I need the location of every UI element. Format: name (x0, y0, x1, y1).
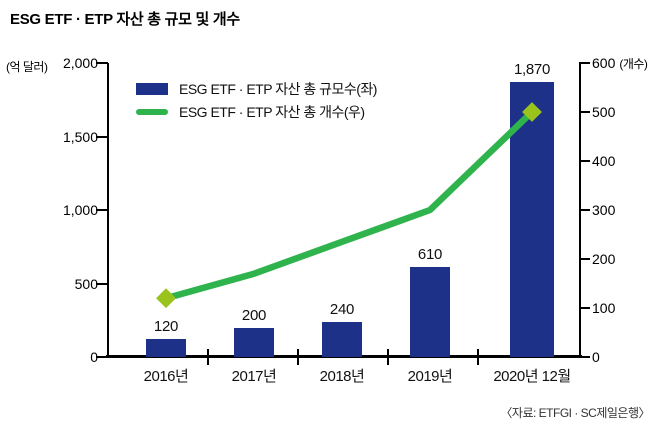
right-axis-tick-mark (579, 356, 590, 358)
left-axis-tick-mark (96, 209, 108, 211)
bar-2019년 (410, 267, 450, 357)
x-axis-category-label: 2017년 (231, 368, 277, 385)
line-series (156, 102, 542, 309)
left-axis-unit-label: (억 달러) (6, 60, 48, 74)
x-axis-tick-mark (297, 349, 299, 365)
legend-label-line-series: ESG ETF · ETP 자산 총 개수(우) (179, 103, 365, 120)
bar-2017년 (234, 327, 274, 357)
x-axis-tick-mark (387, 349, 389, 365)
right-axis-tick-label: 300 (592, 202, 616, 218)
x-axis-category-label: 2018년 (319, 368, 365, 385)
right-axis-tick-label: 200 (592, 251, 616, 267)
x-axis-tick-mark (477, 349, 479, 365)
legend-item-bar-series: ESG ETF · ETP 자산 총 규모수(좌) (136, 77, 377, 100)
left-axis-tick-mark (96, 356, 108, 358)
left-axis-line (107, 63, 109, 357)
right-axis-tick-label: 0 (592, 349, 600, 365)
legend-label-bar-series: ESG ETF · ETP 자산 총 규모수(좌) (179, 80, 377, 97)
x-axis-category-label: 2020년 12월 (493, 368, 571, 385)
right-axis-tick-mark (579, 307, 590, 309)
right-axis-tick-label: 100 (592, 300, 616, 316)
bar-value-label: 610 (417, 246, 443, 264)
left-axis-tick-mark (96, 135, 108, 138)
right-axis-tick-mark (579, 62, 590, 64)
plot-area: 120 200 240 610 1,870 2016년 2017년 2018년 2019년 202… (108, 61, 580, 385)
right-axis-tick-mark (579, 258, 590, 260)
bar-series-swatch-icon (136, 82, 168, 95)
bar-value-label: 200 (241, 306, 267, 324)
left-axis-tick-mark (96, 62, 108, 64)
line-path (162, 108, 536, 302)
left-axis-tick-label: 1,000 (62, 202, 98, 218)
bar-2018년 (322, 321, 362, 357)
chart-title: ESG ETF · ETP 자산 총 규모 및 개수 (10, 11, 240, 28)
right-axis-tick-mark (579, 111, 590, 113)
bar-value-label: 240 (329, 300, 355, 318)
x-axis-category-label: 2019년 (407, 368, 453, 385)
bar-value-label: 1,870 (513, 61, 551, 79)
legend-item-line-series: ESG ETF · ETP 자산 총 개수(우) (136, 100, 377, 123)
x-axis-tick-mark (207, 349, 209, 365)
line-series-swatch-icon (136, 108, 168, 115)
right-axis-tick-mark (579, 160, 590, 162)
left-axis-tick-label: 1,500 (62, 128, 98, 145)
right-axis-tick-mark (579, 209, 590, 211)
source-note: 〈자료: ETFGI · SC제일은행〉 (500, 406, 650, 420)
bar-value-label: 120 (153, 318, 179, 336)
right-axis-tick-label: 400 (592, 153, 616, 169)
legend: ESG ETF · ETP 자산 총 규모수(좌) ESG ETF · ETP … (136, 77, 377, 123)
bar-2016년 (146, 339, 186, 357)
right-axis-unit-label: (개수) (619, 57, 648, 71)
right-axis-tick-label: 500 (592, 104, 616, 120)
left-axis-tick-label: 500 (74, 275, 98, 292)
left-axis-tick-label: 2,000 (62, 55, 98, 71)
left-axis-tick-label: 0 (90, 349, 98, 365)
x-axis-category-label: 2016년 (143, 368, 189, 385)
left-axis-tick-mark (96, 282, 108, 285)
line-diamond-marker (156, 288, 176, 309)
right-axis-tick-label: 600 (개수) (592, 55, 648, 71)
